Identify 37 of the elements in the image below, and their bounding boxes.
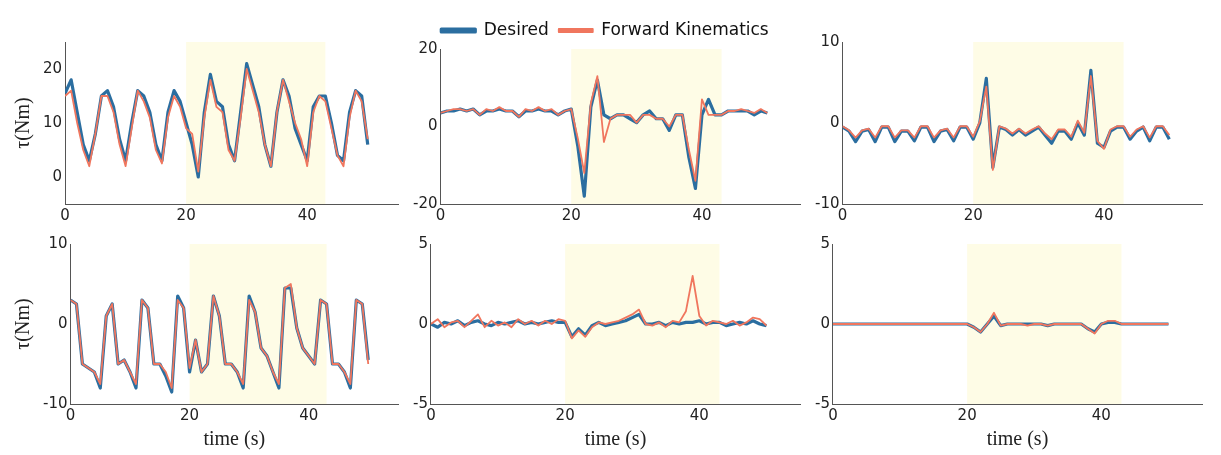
x-tick-label: 40 xyxy=(299,405,319,424)
x-tick-label: 20 xyxy=(963,205,983,224)
y-axis-title: τ(Nm) xyxy=(11,298,35,350)
x-tick-label: 40 xyxy=(689,405,709,424)
legend-label: Desired xyxy=(483,18,549,39)
x-tick-label: 20 xyxy=(180,405,200,424)
y-tick-label: 5 xyxy=(418,233,428,252)
y-tick-label: 10 xyxy=(820,31,840,50)
x-axis-title: time (s) xyxy=(584,427,647,451)
y-tick-label: 0 xyxy=(418,313,428,332)
y-axis-title: τ(Nm) xyxy=(11,97,35,149)
y-tick-label: 0 xyxy=(829,112,840,131)
y-tick-label: 20 xyxy=(418,38,438,57)
y-tick-label: 20 xyxy=(42,58,63,77)
x-tick-label: 40 xyxy=(692,205,712,224)
x-axis-title: time (s) xyxy=(986,427,1049,451)
y-tick-label: 0 xyxy=(57,313,68,332)
x-axis-title: time (s) xyxy=(203,427,266,451)
y-tick-label: 0 xyxy=(427,116,438,135)
y-tick-label: -20 xyxy=(413,193,438,212)
x-tick-label: 20 xyxy=(957,405,977,424)
y-tick-label: 10 xyxy=(42,112,63,131)
x-tick-label: 40 xyxy=(297,205,317,224)
y-tick-label: -5 xyxy=(412,393,428,412)
y-tick-label: -5 xyxy=(814,393,830,412)
y-tick-label: 0 xyxy=(52,166,63,185)
x-tick-label: 20 xyxy=(176,205,196,224)
x-tick-label: 20 xyxy=(555,405,575,424)
y-tick-label: 10 xyxy=(48,233,68,252)
x-tick-label: 40 xyxy=(1094,205,1114,224)
legend-label: Forward Kinematics xyxy=(601,18,769,39)
y-tick-label: -10 xyxy=(43,393,68,412)
x-tick-label: 40 xyxy=(1091,405,1111,424)
x-tick-label: 20 xyxy=(561,205,581,224)
y-tick-label: 5 xyxy=(820,233,830,252)
y-tick-label: -10 xyxy=(815,193,840,212)
y-tick-label: 0 xyxy=(820,313,830,332)
